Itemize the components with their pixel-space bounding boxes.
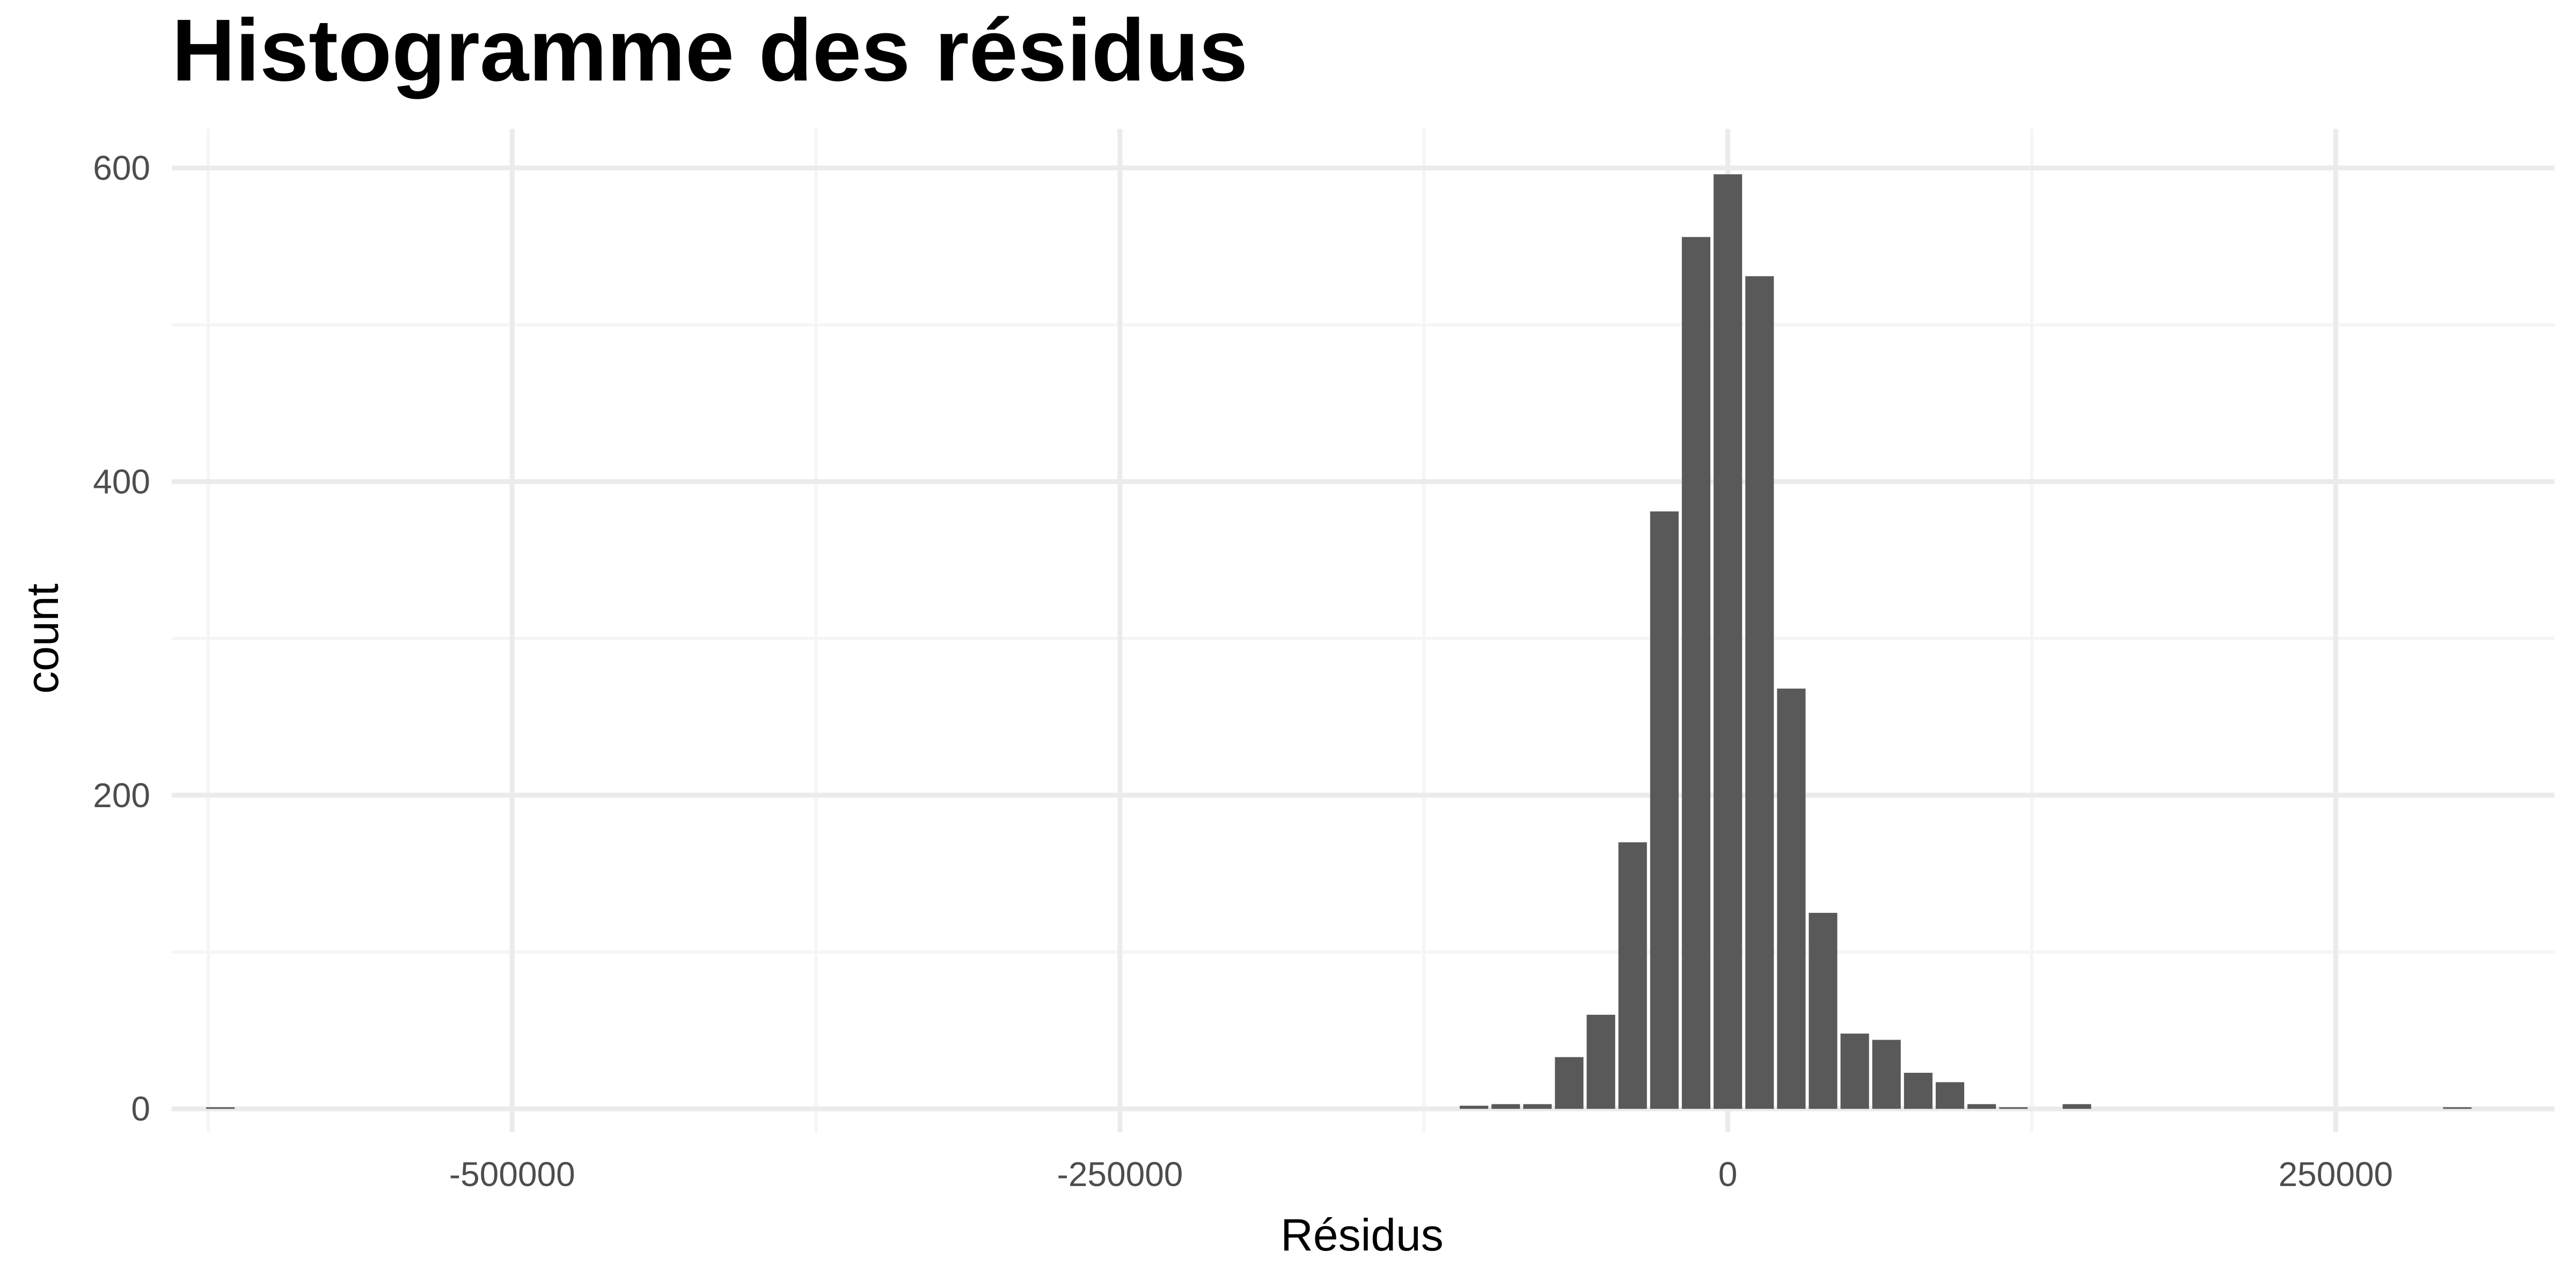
y-tick-label: 200 bbox=[93, 776, 150, 815]
histogram-bar bbox=[1809, 912, 1838, 1109]
histogram-bar bbox=[1491, 1104, 1520, 1109]
histogram-bar bbox=[1618, 842, 1647, 1109]
histogram-bar bbox=[1935, 1082, 1965, 1109]
histogram-bar bbox=[1460, 1106, 1489, 1109]
chart-title: Histogramme des résidus bbox=[172, 1, 1248, 99]
y-axis-tick-labels: 0 200 400 600 bbox=[93, 149, 150, 1128]
y-tick-label: 400 bbox=[93, 462, 150, 501]
y-axis-title: count bbox=[17, 583, 68, 694]
minor-gridlines bbox=[172, 129, 2555, 1132]
x-axis-title: Résidus bbox=[1280, 1210, 1443, 1260]
histogram-bar bbox=[1681, 237, 1711, 1109]
major-gridlines bbox=[172, 129, 2555, 1132]
y-tick-label: 0 bbox=[131, 1089, 150, 1128]
histogram-bar bbox=[2062, 1104, 2091, 1109]
histogram-bar bbox=[1872, 1040, 1901, 1109]
x-tick-label: 250000 bbox=[2278, 1155, 2393, 1194]
histogram-bar bbox=[1586, 1014, 1615, 1109]
histogram-bar bbox=[2443, 1107, 2472, 1109]
x-tick-label: 0 bbox=[1718, 1155, 1738, 1194]
histogram-bars bbox=[206, 174, 2472, 1109]
histogram-bar bbox=[1904, 1072, 1933, 1109]
histogram-bar bbox=[1714, 174, 1743, 1109]
x-axis-tick-labels: -500000 -250000 0 250000 bbox=[449, 1155, 2393, 1194]
histogram-bar bbox=[1650, 511, 1679, 1109]
histogram-bar bbox=[1745, 276, 1774, 1109]
y-tick-label: 600 bbox=[93, 149, 150, 187]
histogram-bar bbox=[1967, 1104, 1996, 1109]
histogram-bar bbox=[1777, 689, 1806, 1109]
histogram-bar bbox=[1999, 1107, 2028, 1109]
histogram-bar bbox=[206, 1107, 235, 1109]
histogram-bar bbox=[1555, 1057, 1584, 1109]
histogram-bar bbox=[1523, 1104, 1552, 1109]
x-tick-label: -250000 bbox=[1057, 1155, 1183, 1194]
histogram-bar bbox=[1840, 1033, 1869, 1109]
x-tick-label: -500000 bbox=[449, 1155, 575, 1194]
